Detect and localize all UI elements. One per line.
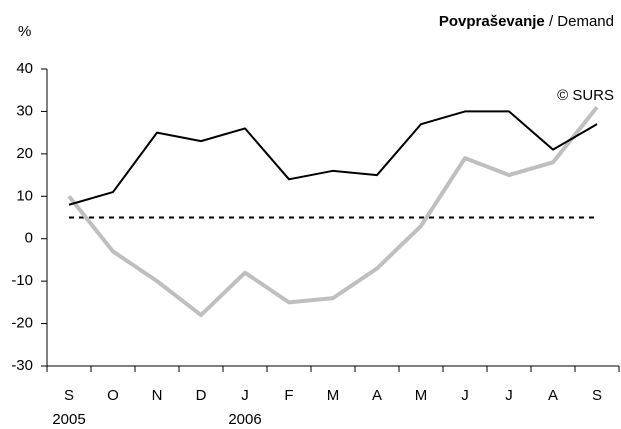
x-year-label: 2006 [228, 411, 261, 428]
y-tick-label: -10 [11, 272, 33, 289]
x-tick-label: S [592, 387, 602, 404]
x-tick-label: F [284, 387, 293, 404]
x-tick-label: S [64, 387, 74, 404]
y-tick-label: 30 [16, 102, 33, 119]
x-tick-label: A [548, 387, 558, 404]
y-tick-label: 0 [25, 230, 33, 247]
chart-title: Povpraševanje / Demand [439, 13, 614, 30]
x-tick-label: A [372, 387, 382, 404]
x-year-label: 2005 [52, 411, 85, 428]
y-unit: % [18, 23, 31, 40]
x-tick-label: J [461, 387, 469, 404]
y-tick-label: -30 [11, 357, 33, 374]
x-tick-label: N [152, 387, 163, 404]
title-rest: / Demand [549, 13, 614, 30]
title-bold: Povpraševanje [439, 13, 545, 30]
y-tick-label: 40 [16, 60, 33, 77]
line [68, 110, 598, 206]
x-tick-label: J [241, 387, 249, 404]
x-tick-label: J [505, 387, 513, 404]
x-tick-label: M [415, 387, 428, 404]
y-tick-label: 10 [16, 187, 33, 204]
x-tick-label: O [107, 387, 119, 404]
x-tick-label: D [196, 387, 207, 404]
y-tick-label: -20 [11, 315, 33, 332]
y-tick-label: 20 [16, 145, 33, 162]
x-tick-label: M [327, 387, 340, 404]
annotation: © SURS [557, 87, 614, 104]
line [67, 105, 599, 318]
